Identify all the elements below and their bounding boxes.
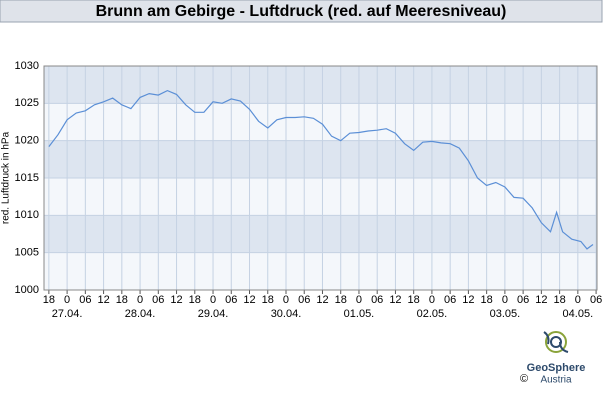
copyright: © [520,373,528,385]
plot-border [43,65,598,291]
x-tick-label: 06 [371,294,383,306]
x-tick-label: 0 [210,294,216,306]
x-tick-label: 06 [298,294,310,306]
logo-sub: Austria [540,375,572,386]
x-tick-label: 0 [64,294,70,306]
x-tick-label: 0 [502,294,508,306]
y-tick-label: 1005 [15,247,39,259]
x-tick-label: 12 [535,294,547,306]
x-tick-label: 06 [517,294,529,306]
x-tick-label: 12 [243,294,255,306]
x-tick-label: 18 [43,294,55,306]
x-date-label: 28.04. [125,308,156,320]
x-tick-label: 0 [137,294,143,306]
logo [543,331,569,353]
x-tick-label: 06 [590,294,602,306]
x-tick-label: 12 [170,294,182,306]
x-tick-label: 0 [356,294,362,306]
chart-title: Brunn am Gebirge - Luftdruck (red. auf M… [96,3,507,20]
x-date-label: 27.04. [52,308,83,320]
x-date-label: 02.05. [417,308,448,320]
x-tick-label: 12 [97,294,109,306]
title-bar [0,0,603,23]
x-tick-label: 18 [481,294,493,306]
x-tick-label: 18 [335,294,347,306]
x-tick-label: 0 [429,294,435,306]
x-tick-label: 18 [553,294,565,306]
y-tick-label: 1030 [15,60,39,72]
y-tick-label: 1000 [15,284,39,296]
x-tick-label: 0 [283,294,289,306]
grid-band [44,215,597,253]
y-tick-label: 1010 [15,209,39,221]
x-tick-label: 12 [462,294,474,306]
grid-band [44,66,597,104]
x-date-label: 29.04. [198,308,229,320]
x-tick-label: 0 [575,294,581,306]
x-date-label: 01.05. [344,308,375,320]
x-tick-label: 06 [152,294,164,306]
logo-name: GeoSphere [527,362,586,374]
x-date-label: 03.05. [490,308,521,320]
grid-band [44,140,597,178]
x-tick-label: 18 [116,294,128,306]
x-tick-label: 12 [389,294,401,306]
x-tick-label: 06 [225,294,237,306]
x-tick-label: 12 [316,294,328,306]
x-tick-label: 18 [408,294,420,306]
x-tick-label: 18 [262,294,274,306]
y-tick-label: 1025 [15,97,39,109]
x-tick-label: 06 [444,294,456,306]
x-tick-label: 18 [189,294,201,306]
x-date-label: 04.05. [563,308,594,320]
x-tick-label: 06 [79,294,91,306]
data-line [48,89,594,250]
x-date-label: 30.04. [271,308,302,320]
y-tick-label: 1015 [15,172,39,184]
y-axis-label: red. Luftdruck in hPa [1,131,12,224]
y-tick-label: 1020 [15,135,39,147]
